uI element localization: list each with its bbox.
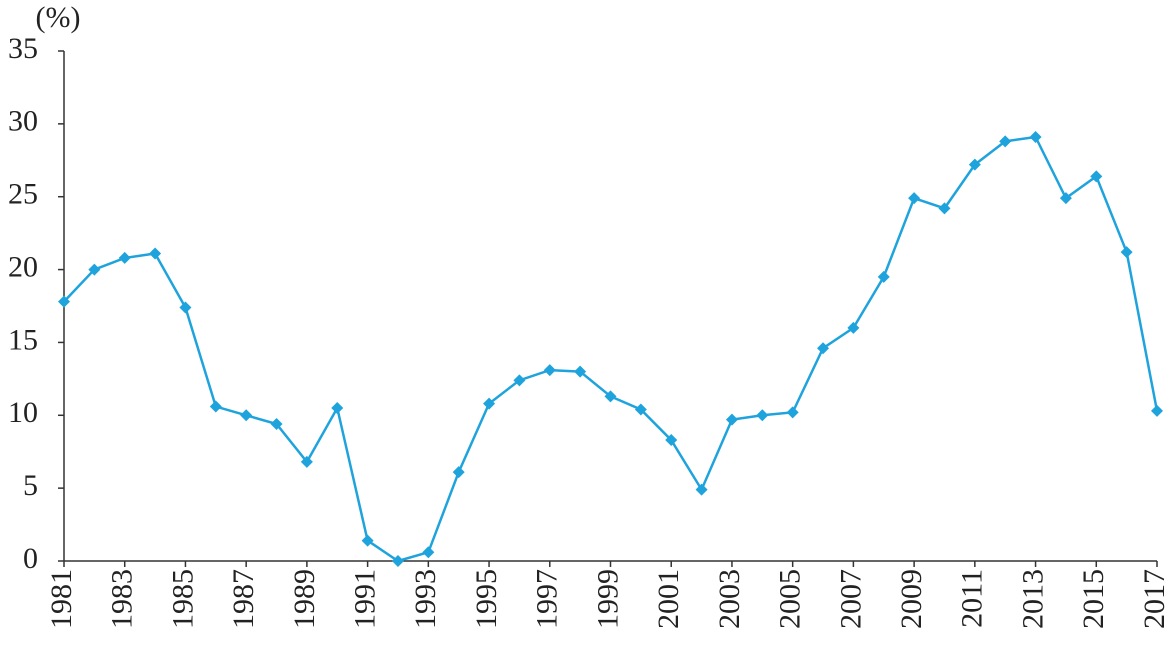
marker (179, 301, 192, 314)
marker (665, 434, 678, 447)
x-tick-label: 2003 (713, 569, 746, 629)
marker (240, 409, 253, 422)
marker (270, 418, 283, 431)
marker (604, 390, 617, 403)
marker (149, 247, 162, 260)
x-tick-label: 2011 (956, 569, 989, 628)
marker (999, 135, 1012, 148)
marker (695, 483, 708, 496)
x-tick-label: 2007 (834, 569, 867, 629)
y-axis-label: (%) (36, 1, 81, 34)
marker (300, 455, 313, 468)
y-tick-label: 20 (8, 250, 38, 283)
marker (756, 409, 769, 422)
y-tick-label: 15 (8, 323, 38, 356)
x-tick-label: 1989 (288, 569, 321, 629)
x-tick-label: 2001 (652, 569, 685, 629)
marker (452, 466, 465, 479)
y-tick-label: 10 (8, 396, 38, 429)
marker (58, 295, 70, 308)
x-tick-label: 2005 (774, 569, 807, 629)
marker (968, 158, 981, 171)
x-tick-label: 2013 (1016, 569, 1049, 629)
y-tick-label: 35 (8, 32, 38, 65)
marker (1029, 130, 1042, 143)
x-tick-label: 1987 (227, 569, 260, 629)
marker (908, 192, 921, 205)
marker (1120, 246, 1133, 259)
y-tick-label: 30 (8, 105, 38, 138)
y-tick-label: 0 (23, 542, 38, 575)
marker (817, 342, 830, 355)
marker (543, 364, 556, 377)
marker (331, 402, 344, 414)
marker (847, 321, 860, 334)
marker (786, 406, 799, 419)
x-tick-label: 1997 (531, 569, 564, 629)
line (63, 135, 1159, 563)
x-tick-label: 1985 (166, 569, 199, 629)
marker (209, 400, 222, 413)
marker (877, 270, 890, 283)
marker (634, 403, 647, 416)
marker (513, 374, 526, 387)
x-tick-label: 1981 (45, 569, 78, 629)
marker (1090, 170, 1103, 183)
y-tick-label: 25 (8, 178, 38, 211)
marker (88, 263, 101, 276)
marker (725, 413, 738, 426)
y-tick-label: 5 (23, 469, 38, 502)
x-tick-label: 1993 (409, 569, 442, 629)
marker (361, 534, 374, 547)
x-tick-label: 2017 (1138, 569, 1170, 629)
marker (574, 365, 587, 378)
x-tick-label: 1999 (591, 569, 624, 629)
marker (483, 397, 496, 410)
x-tick-label: 2009 (895, 569, 928, 629)
marker (391, 555, 404, 567)
x-tick-label: 1995 (470, 569, 503, 629)
marker (1151, 404, 1163, 417)
x-tick-label: 1991 (349, 569, 382, 629)
x-tick-label: 2015 (1077, 569, 1110, 629)
x-tick-label: 1983 (106, 569, 139, 629)
marker (938, 202, 951, 215)
marker (422, 546, 435, 559)
marker (118, 251, 131, 264)
marker (1059, 192, 1072, 205)
